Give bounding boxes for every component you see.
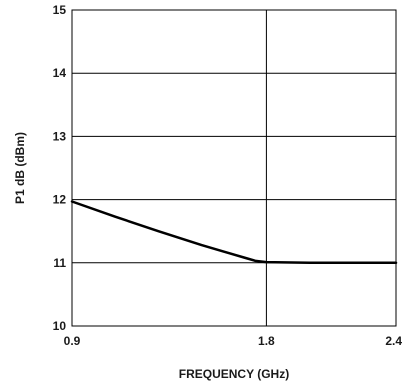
x-tick-labels: 0.9 1.8 2.4 (64, 334, 403, 348)
plot-frame (71, 9, 397, 327)
series-line (70, 200, 398, 265)
y-tick-label: 13 (53, 129, 67, 143)
x-tick-label: 0.9 (64, 334, 81, 348)
x-tick-label: 1.8 (258, 334, 275, 348)
series-layer (70, 200, 398, 265)
y-tick-labels: 10 11 12 13 14 15 (53, 3, 67, 333)
y-tick-label: 12 (53, 193, 67, 207)
y-tick-label: 11 (53, 256, 66, 270)
x-tick-label: 2.4 (385, 334, 402, 348)
x-axis-label: FREQUENCY (GHz) (179, 367, 289, 381)
y-tick-label: 10 (53, 319, 67, 333)
y-tick-label: 14 (53, 66, 67, 80)
y-tick-label: 15 (53, 3, 67, 17)
grid-layer (72, 10, 396, 326)
y-axis-label: P1 dB (dBm) (13, 132, 27, 204)
